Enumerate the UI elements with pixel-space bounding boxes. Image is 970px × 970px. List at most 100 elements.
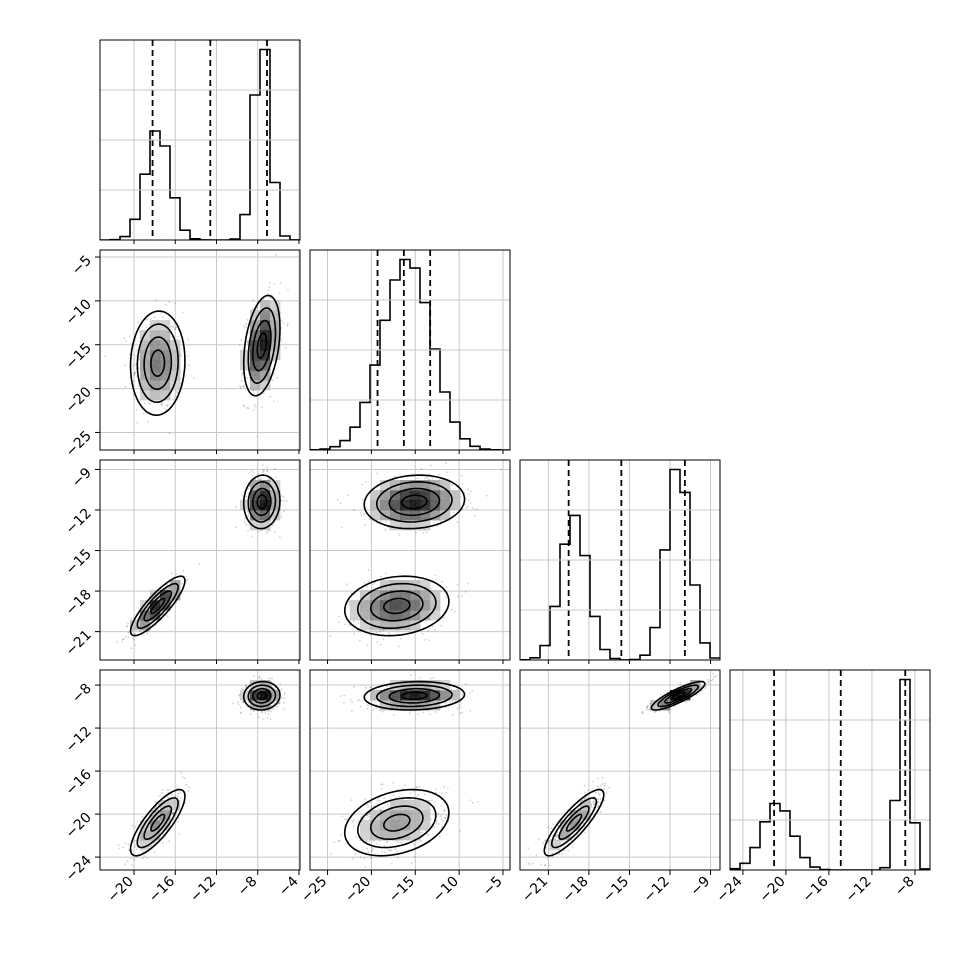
- sample-point: [423, 793, 426, 796]
- sample-point: [281, 696, 283, 699]
- density-cell: [410, 810, 421, 821]
- sample-point: [104, 355, 107, 358]
- density-cell: [430, 500, 441, 511]
- sample-point: [386, 840, 388, 842]
- sample-point: [277, 702, 280, 704]
- sample-point: [363, 798, 366, 801]
- sample-point: [180, 354, 183, 357]
- sample-point: [188, 786, 190, 789]
- sample-point: [453, 610, 456, 613]
- sample-point: [456, 688, 459, 691]
- sample-point: [187, 338, 190, 341]
- sample-point: [283, 692, 286, 695]
- density-cell: [420, 510, 431, 521]
- sample-point: [380, 783, 383, 785]
- sample-point: [239, 385, 242, 388]
- density-cell: [410, 600, 421, 611]
- density-cell: [250, 320, 261, 331]
- sample-point: [241, 385, 244, 388]
- sample-point: [461, 711, 463, 714]
- density-cell: [260, 480, 271, 491]
- x-tick-label: −16: [146, 873, 178, 905]
- sample-point: [390, 848, 393, 851]
- sample-point: [122, 638, 124, 641]
- sample-point: [168, 587, 170, 589]
- sample-point: [443, 810, 445, 813]
- sample-point: [392, 781, 394, 784]
- sample-point: [134, 826, 137, 828]
- density-cell: [430, 700, 441, 711]
- sample-point: [143, 855, 146, 857]
- sample-point: [423, 477, 426, 480]
- sample-point: [420, 468, 423, 470]
- sample-point: [132, 637, 135, 639]
- sample-point: [262, 718, 265, 720]
- sample-point: [266, 532, 268, 534]
- sample-point: [269, 395, 271, 398]
- sample-point: [162, 316, 165, 319]
- sample-point: [370, 806, 373, 809]
- density-cell: [420, 580, 431, 591]
- sample-point: [125, 635, 127, 638]
- sample-point: [340, 833, 342, 836]
- sample-point: [330, 853, 332, 855]
- contour-line: [247, 307, 277, 385]
- density-cell: [250, 360, 261, 371]
- density-cell: [160, 800, 171, 811]
- sample-point: [341, 526, 343, 529]
- density-cell: [430, 610, 441, 621]
- density-cell: [370, 590, 381, 601]
- sample-point: [272, 524, 274, 527]
- sample-point: [353, 632, 355, 635]
- sample-point: [175, 601, 178, 604]
- sample-point: [240, 374, 243, 377]
- density-cell: [410, 620, 421, 631]
- density-cell: [390, 830, 401, 841]
- sample-point: [279, 683, 282, 686]
- sample-point: [133, 372, 136, 375]
- contour-line: [143, 805, 173, 840]
- sample-point: [368, 812, 371, 814]
- panel-frame: [309, 249, 511, 451]
- y-tick-label: −24: [63, 853, 95, 885]
- sample-point: [177, 821, 179, 823]
- sample-point: [266, 710, 269, 713]
- sample-point: [170, 325, 173, 328]
- x-tick-label: −12: [187, 874, 219, 906]
- density-cell: [410, 700, 421, 711]
- sample-point: [267, 293, 269, 295]
- density-cell: [350, 610, 361, 621]
- histogram-panel-2: [519, 459, 721, 664]
- sample-point: [131, 864, 133, 866]
- sample-point: [348, 623, 351, 626]
- contour-line: [375, 480, 453, 523]
- sample-point: [352, 819, 355, 822]
- sample-point: [134, 846, 136, 848]
- sample-point: [124, 340, 127, 342]
- density-cell: [420, 800, 431, 811]
- sample-point: [370, 805, 372, 808]
- panel-frame: [309, 459, 511, 661]
- sample-point: [252, 299, 254, 302]
- sample-point: [136, 421, 139, 424]
- sample-point: [135, 408, 138, 411]
- y-tick-label: −10: [63, 296, 95, 328]
- sample-point: [126, 625, 128, 627]
- density-cell: [410, 830, 421, 841]
- sample-point: [459, 706, 461, 709]
- sample-point: [280, 515, 283, 518]
- density-cell: [160, 820, 171, 831]
- sample-point: [255, 405, 257, 408]
- y-tick-label: −12: [63, 506, 95, 538]
- sample-point: [371, 847, 373, 849]
- sample-point: [127, 631, 130, 634]
- density-cell: [260, 510, 271, 521]
- sample-point: [280, 495, 283, 497]
- density-cell: [240, 500, 251, 511]
- sample-point: [420, 839, 422, 842]
- sample-point: [159, 795, 161, 798]
- sample-point: [266, 530, 269, 533]
- sample-point: [338, 839, 341, 842]
- sample-point: [369, 801, 372, 804]
- density-cell: [160, 370, 171, 381]
